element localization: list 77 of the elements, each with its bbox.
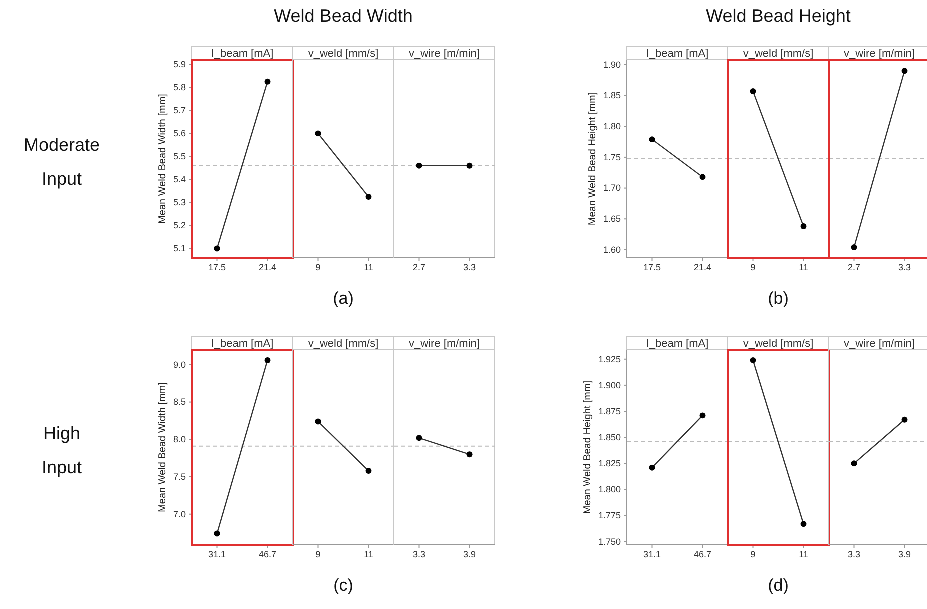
x-tick-label: 9 [750, 549, 756, 560]
y-tick-label: 1.850 [598, 432, 621, 442]
y-tick-label: 1.900 [598, 380, 621, 390]
chart-title: v_weld [mm/s] [743, 338, 814, 350]
x-tick-label: 21.4 [258, 262, 277, 272]
y-tick-label: 1.60 [603, 244, 621, 255]
chart-title: v_weld [mm/s] [308, 48, 379, 60]
y-tick-label: 1.75 [603, 152, 621, 162]
y-axis-title: Mean Weld Bead Width [mm] [157, 382, 168, 512]
y-tick-label: 7.0 [173, 509, 186, 520]
x-tick-label: 2.7 [848, 262, 861, 272]
y-axis-title: Mean Weld Bead Width [mm] [157, 94, 168, 224]
y-tick-label: 5.9 [173, 59, 186, 70]
x-tick-label: 9 [316, 549, 321, 560]
chart-title: I_beam [mA] [646, 48, 709, 60]
y-tick-label: 1.80 [603, 121, 621, 132]
y-tick-label: 5.7 [173, 106, 186, 116]
y-tick-label: 1.65 [603, 214, 621, 224]
text: High Input [42, 424, 82, 478]
x-tick-label: 11 [364, 262, 374, 272]
y-tick-label: 1.875 [598, 406, 621, 416]
y-tick-label: 9.0 [173, 360, 186, 370]
y-tick-label: 7.5 [173, 472, 186, 482]
x-tick-label: 17.5 [208, 262, 226, 272]
x-tick-label: 21.4 [694, 262, 712, 272]
x-tick-label: 11 [799, 549, 808, 560]
y-tick-label: 8.0 [173, 434, 186, 445]
chart-title: I_beam [mA] [646, 338, 709, 350]
y-tick-label: 1.925 [598, 354, 621, 364]
x-axis-title: (d) [768, 576, 789, 595]
x-tick-label: 3.9 [463, 549, 476, 560]
x-tick-label: 9 [316, 262, 321, 272]
y-tick-label: 1.750 [598, 536, 621, 547]
chart-title: I_beam [mA] [211, 338, 274, 350]
x-tick-label: 46.7 [694, 549, 712, 560]
y-tick-label: 5.3 [173, 198, 186, 208]
chart-title: I_beam [mA] [211, 48, 274, 60]
x-tick-label: 2.7 [412, 262, 426, 272]
x-tick-label: 11 [364, 549, 374, 560]
y-tick-label: 1.775 [598, 510, 621, 521]
x-axis-title: (c) [334, 576, 354, 595]
y-tick-label: 5.1 [173, 244, 186, 254]
x-tick-label: 3.3 [848, 549, 861, 560]
y-tick-label: 5.6 [173, 128, 186, 139]
y-axis-title: Mean Weld Bead Height [mm] [587, 92, 598, 226]
chart-title: v_weld [mm/s] [308, 338, 379, 350]
y-tick-label: 1.85 [603, 90, 621, 101]
x-axis-title: (b) [768, 289, 789, 308]
x-tick-label: 3.3 [463, 262, 476, 272]
y-tick-label: 1.800 [598, 484, 621, 495]
x-tick-label: 17.5 [643, 262, 662, 272]
y-tick-label: 5.5 [173, 152, 186, 162]
x-tick-label: 3.3 [412, 549, 426, 560]
text: Weld Bead Width [274, 6, 413, 26]
x-tick-label: 3.9 [898, 549, 912, 560]
x-tick-label: 31.1 [643, 549, 662, 560]
y-tick-label: 1.70 [603, 183, 621, 194]
y-tick-label: 1.90 [603, 60, 621, 70]
text: Moderate Input [24, 135, 100, 189]
x-tick-label: 46.7 [258, 549, 277, 560]
x-tick-label: 3.3 [898, 262, 912, 272]
chart-title: v_weld [mm/s] [743, 48, 814, 60]
y-tick-label: 5.2 [173, 220, 186, 231]
chart-title: v_wire [m/min] [844, 338, 915, 350]
y-tick-label: 1.825 [598, 458, 621, 469]
x-tick-label: 11 [799, 262, 808, 272]
y-tick-label: 5.8 [173, 82, 186, 93]
x-tick-label: 9 [750, 262, 756, 272]
text: Weld Bead Height [706, 6, 851, 26]
x-tick-label: 31.1 [208, 549, 226, 560]
chart-title: v_wire [m/min] [409, 338, 480, 350]
y-tick-label: 8.5 [173, 397, 186, 408]
chart-title: v_wire [m/min] [844, 48, 915, 60]
y-tick-label: 5.4 [173, 174, 186, 185]
y-axis-title: Mean Weld Bead Height [mm] [582, 380, 594, 514]
x-axis-title: (a) [333, 289, 354, 308]
chart-title: v_wire [m/min] [409, 48, 480, 60]
